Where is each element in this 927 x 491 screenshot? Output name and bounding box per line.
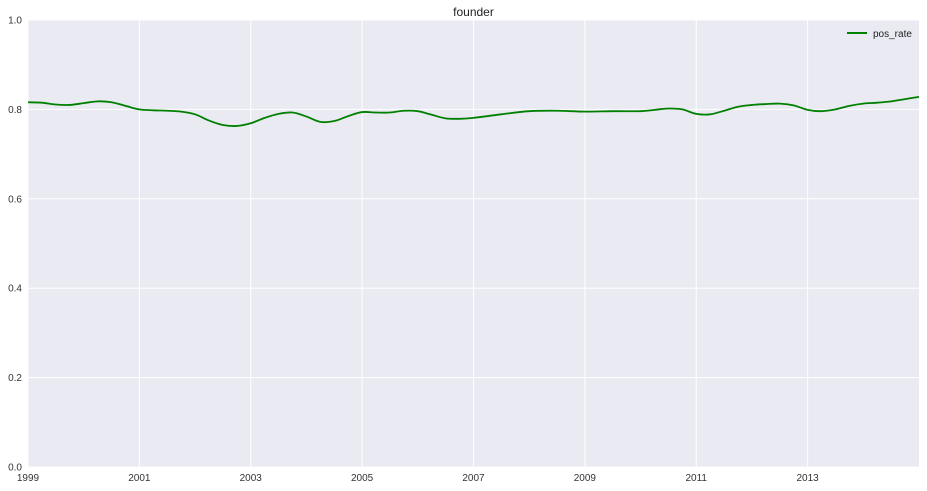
legend-label-pos-rate: pos_rate: [873, 29, 912, 40]
y-tick-label: 0.4: [8, 284, 22, 295]
x-tick-label: 2003: [240, 473, 263, 484]
y-tick-label: 0.2: [8, 373, 22, 384]
y-tick-label: 1.0: [8, 16, 22, 27]
x-tick-label: 2005: [351, 473, 374, 484]
x-tick-label: 2011: [685, 473, 707, 484]
series-line-pos-rate: [27, 95, 920, 127]
x-tick-label: 1999: [17, 473, 40, 484]
x-tick-label: 2009: [574, 473, 597, 484]
tick-labels: 1999 2001 2003 2005 2007 2009 2011 2013 0.0 0.2 0.…: [8, 16, 819, 485]
y-tick-label: 0.6: [8, 194, 22, 205]
legend: pos_rate: [847, 29, 912, 40]
series-layer: [27, 95, 920, 127]
gridlines: [27, 19, 919, 468]
x-tick-label: 2001: [128, 473, 151, 484]
x-tick-label: 2013: [797, 473, 820, 484]
chart-title: founder: [453, 5, 494, 19]
y-tick-label: 0.8: [8, 105, 22, 116]
x-tick-label: 2007: [462, 473, 485, 484]
y-tick-label: 0.0: [8, 463, 22, 474]
